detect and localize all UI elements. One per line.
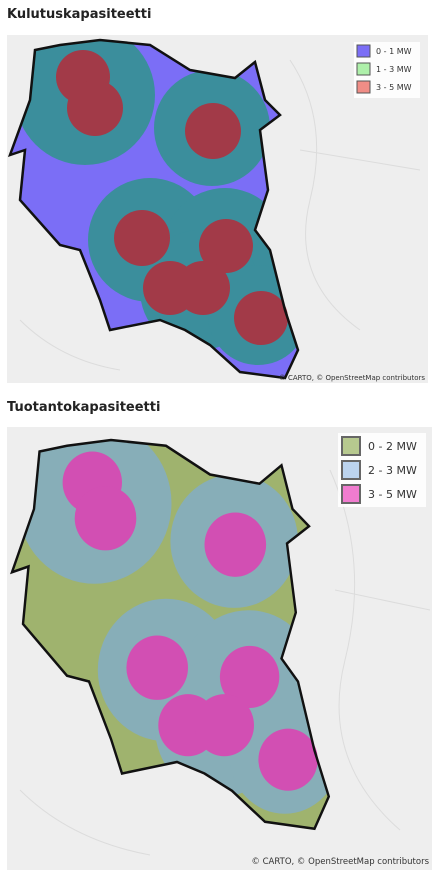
legend-label: 0 - 2 MW: [368, 440, 417, 453]
map-title: Tuotantokapasiteetti: [7, 400, 160, 415]
high-zones: [56, 50, 288, 345]
legend-label: 1 - 3 MW: [376, 65, 412, 74]
attribution: © CARTO, © OpenStreetMap contributors: [251, 857, 429, 867]
high-zones: [62, 451, 318, 791]
legend-label: 2 - 3 MW: [368, 464, 417, 477]
attribution: © CARTO, © OpenStreetMap contributors: [279, 374, 426, 382]
legend-label: 3 - 5 MW: [368, 488, 417, 501]
legend-label: 3 - 5 MW: [376, 83, 412, 92]
map: 0 - 1 MW 1 - 3 MW 3 - 5 MW © CARTO, © Op…: [7, 35, 428, 383]
map-title: Kulutuskapasiteetti: [7, 7, 151, 22]
legend-label: 0 - 1 MW: [376, 47, 412, 56]
map: 0 - 2 MW 2 - 3 MW 3 - 5 MW © CARTO, © Op…: [7, 427, 432, 870]
